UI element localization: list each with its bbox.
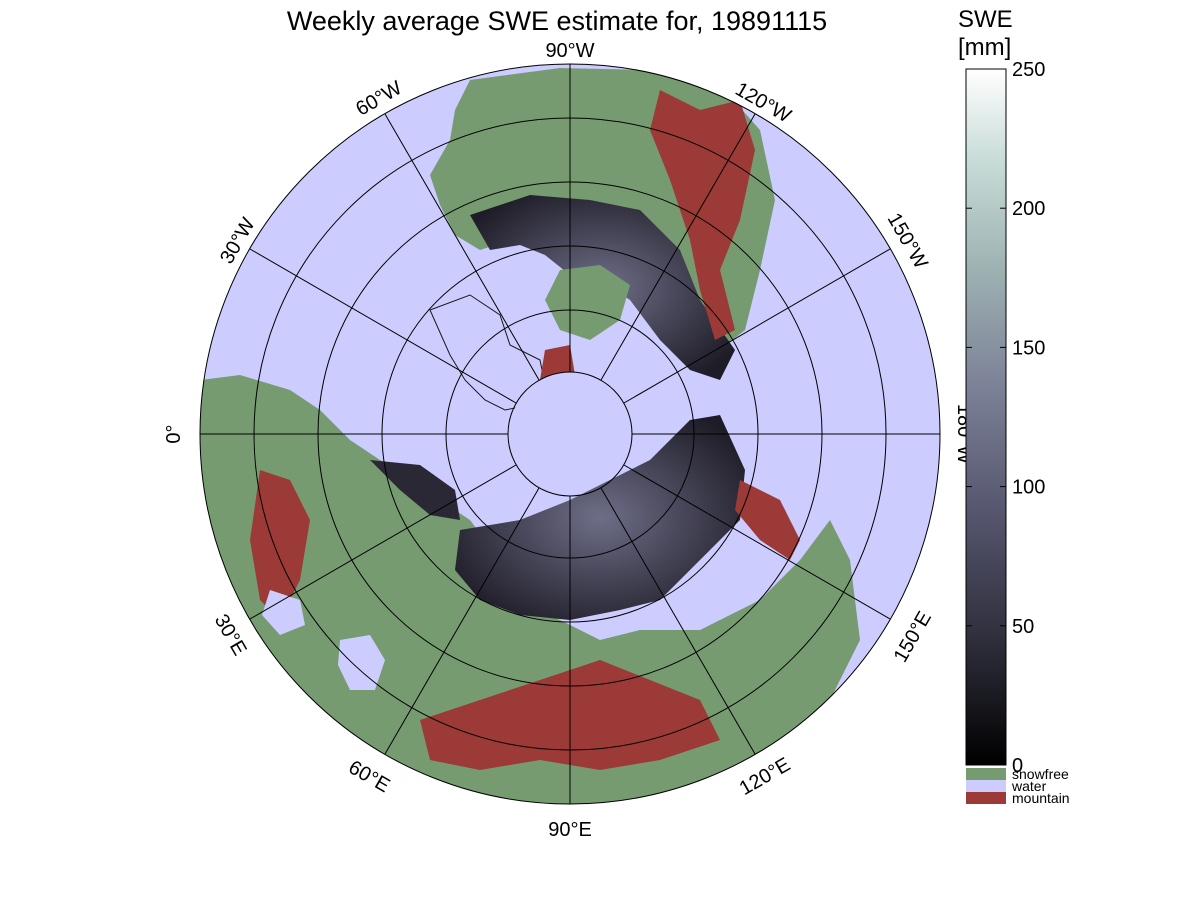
- colorbar-ticks: 0 50 100 150 200 250: [966, 59, 1045, 777]
- arctic-islands: [545, 265, 630, 340]
- label-90w: 90°W: [545, 40, 594, 62]
- black-sea: [262, 590, 305, 635]
- land-masses: [200, 68, 860, 804]
- label-30e: 30°E: [210, 611, 251, 660]
- central-asia-mountains: [250, 470, 310, 620]
- legend-label-mountain: mountain: [1012, 790, 1070, 806]
- figure-title: Weekly average SWE estimate for, 1989111…: [287, 6, 827, 36]
- colorbar-tick-label-4: 200: [1012, 198, 1045, 220]
- label-60e: 60°E: [345, 756, 394, 797]
- label-90e: 90°E: [548, 819, 592, 841]
- north-america-snow: [470, 195, 735, 380]
- colorbar-tick-label-3: 150: [1012, 337, 1045, 359]
- colorbar-label-line1: SWE: [958, 6, 1013, 33]
- legend-swatch-snowfree: [966, 768, 1006, 780]
- colorbar-tick-label-2: 100: [1012, 477, 1045, 499]
- colorbar-label-line2: [mm]: [958, 34, 1011, 61]
- caspian-sea: [338, 635, 385, 690]
- colorbar-tick-label-1: 50: [1012, 616, 1034, 638]
- colorbar: SWE [mm] 0 50 100 150 200 250 snowfreewatermo…: [958, 6, 1070, 806]
- polar-map: 90°W 90°E 60°W 120°W 30°W 150°W 0° 180°W…: [163, 40, 975, 841]
- colorbar-gradient: [965, 68, 1007, 766]
- legend-swatch-mountain: [966, 792, 1006, 804]
- rocky-mountains: [650, 90, 755, 340]
- legend-label-water: water: [1011, 778, 1047, 794]
- label-0: 0°: [163, 424, 185, 443]
- legend-label-snowfree: snowfree: [1012, 766, 1069, 782]
- arctic-ocean: [510, 372, 630, 492]
- colorbar-tick-label-5: 250: [1012, 59, 1045, 81]
- legend-swatch-water: [966, 780, 1006, 792]
- siberia-snow: [455, 415, 745, 620]
- scandinavia-snow: [370, 460, 460, 520]
- colorbar-tick-label-0: 0: [1012, 755, 1023, 777]
- label-150e: 150°E: [890, 608, 936, 666]
- east-siberia-mountains: [735, 480, 800, 560]
- meridian-lines: [200, 64, 940, 804]
